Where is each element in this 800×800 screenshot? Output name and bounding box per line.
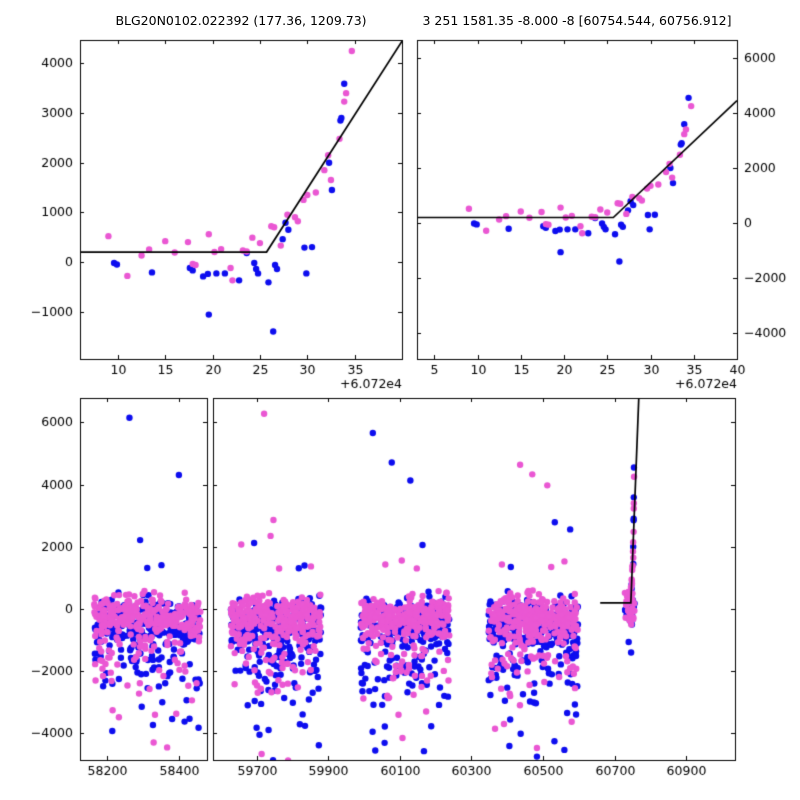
left-plot-title: BLG20N0102.022392 (177.36, 1209.73) [115, 13, 367, 28]
right-plot-title: 3 251 1581.35 -8.000 -8 [60754.544, 6075… [422, 13, 732, 28]
